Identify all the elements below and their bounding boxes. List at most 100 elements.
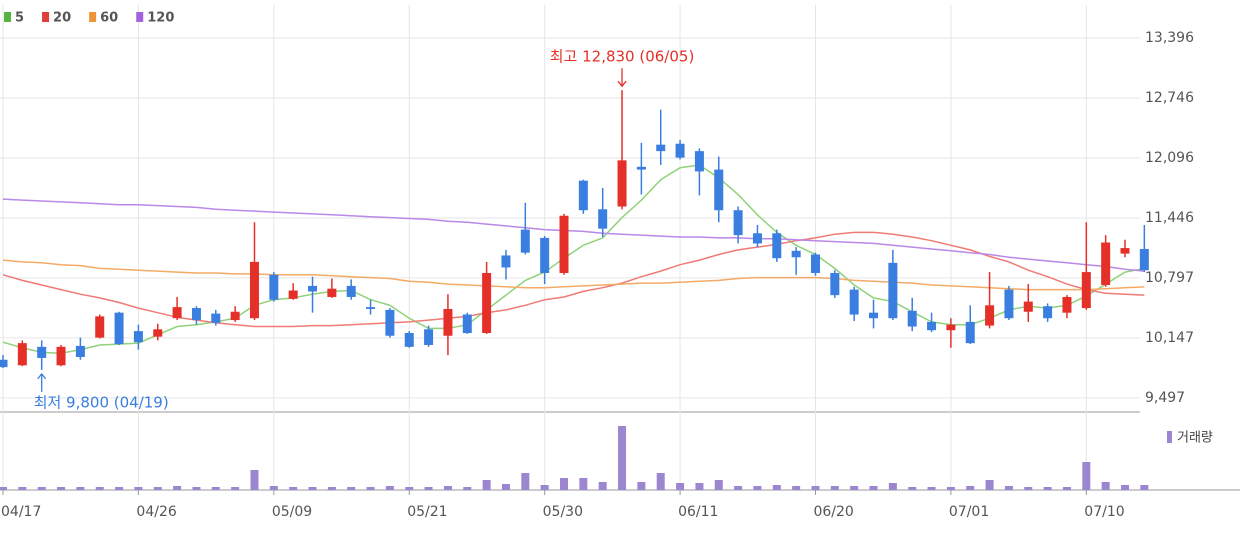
candle-body [95,316,105,338]
volume-bar [501,484,510,490]
volume-bar [985,480,994,490]
candle-body [830,272,840,296]
legend-swatch [4,12,11,22]
candle-body [114,312,124,345]
legend-label: 20 [53,11,71,26]
candle-body [385,309,395,336]
y-tick-label: 11,446 [1145,210,1194,226]
volume-bar [0,487,7,490]
volume-bar [1062,487,1071,490]
volume-bar [772,485,781,490]
volume-bar [1004,486,1013,490]
candle-body [869,312,879,319]
x-tick-label: 06/11 [678,504,718,520]
candle-body [482,272,492,333]
candle-body [675,143,685,158]
volume-bar [405,487,414,490]
x-tick-label: 05/30 [543,504,583,520]
candle-body [191,308,201,321]
candle-body [0,359,8,368]
volume-bar [192,487,201,490]
volume-bar [1121,485,1129,490]
candle-body [75,345,85,357]
y-tick-label: 12,746 [1145,90,1194,106]
volume-bar [792,486,801,490]
candle-body [694,151,704,172]
candle-body [946,324,956,331]
x-tick-label: 05/09 [272,504,312,520]
candle-body [172,307,182,319]
x-tick-label: 07/01 [949,504,989,520]
volume-bar [1101,482,1110,490]
volume-bar [443,486,452,490]
candle-body [752,233,762,244]
candle-body [424,329,434,345]
candle-body [404,332,414,347]
volume-bar [714,480,723,490]
candle-body [1043,306,1053,319]
volume-legend-label: 거래량 [1177,431,1213,446]
candle-body [366,307,376,309]
volume-bar [289,487,298,490]
candle-body [37,346,47,358]
y-tick-label: 12,096 [1145,150,1194,166]
volume-bar [946,487,955,490]
volume-bar [869,486,878,490]
candle-body [249,261,259,319]
volume-bar [269,486,278,490]
volume-bar [366,487,375,490]
volume-bar [927,487,936,490]
high-arrow [617,68,627,88]
candle-body [1023,301,1033,312]
volume-bar [76,487,85,490]
x-tick-label: 04/26 [136,504,176,520]
volume-bar [327,487,336,490]
volume-bar [95,487,104,490]
candle-body [327,288,337,297]
x-tick-label: 07/10 [1084,504,1124,520]
high-annotation: 최고 12,830 (06/05) [550,48,695,66]
candle-body [153,329,163,337]
x-tick-label: 06/20 [813,504,853,520]
candle-body [1081,272,1091,309]
candle-body [462,314,472,333]
volume-bar [57,487,66,490]
volume-bar [37,487,46,490]
y-tick-label: 13,396 [1145,30,1194,46]
volume-bar [482,480,491,490]
legend-swatch [42,12,50,22]
volume-bar [153,487,162,490]
volume-bar [850,486,859,490]
volume-bar [424,487,433,490]
volume-bar [888,483,897,490]
candle-body [733,210,743,236]
candle-body [578,180,588,211]
legend-swatch [89,12,97,22]
volume-bar [18,487,27,490]
volume-bar [231,487,240,490]
volume-bar [811,486,820,490]
volume-bar [908,487,917,490]
volume-bar [598,482,607,490]
legend-swatch [136,12,144,22]
candle-body [927,321,937,331]
candle-body [849,289,859,315]
candle-body [656,144,666,152]
volume-bar [463,487,472,490]
candle-body [520,229,530,253]
candle-body [17,343,27,366]
candle-body [791,250,801,258]
candle-body [636,166,646,170]
candle-body [133,331,143,343]
y-tick-label: 10,797 [1145,270,1194,286]
candle-body [346,285,356,297]
volume-bar [211,487,220,490]
candle-body [269,274,279,300]
volume-bar [134,487,143,490]
legend-label: 60 [100,11,118,26]
volume-bar [618,426,627,490]
low-arrow [37,372,47,392]
candle-body [540,237,550,273]
volume-bar [830,486,839,490]
